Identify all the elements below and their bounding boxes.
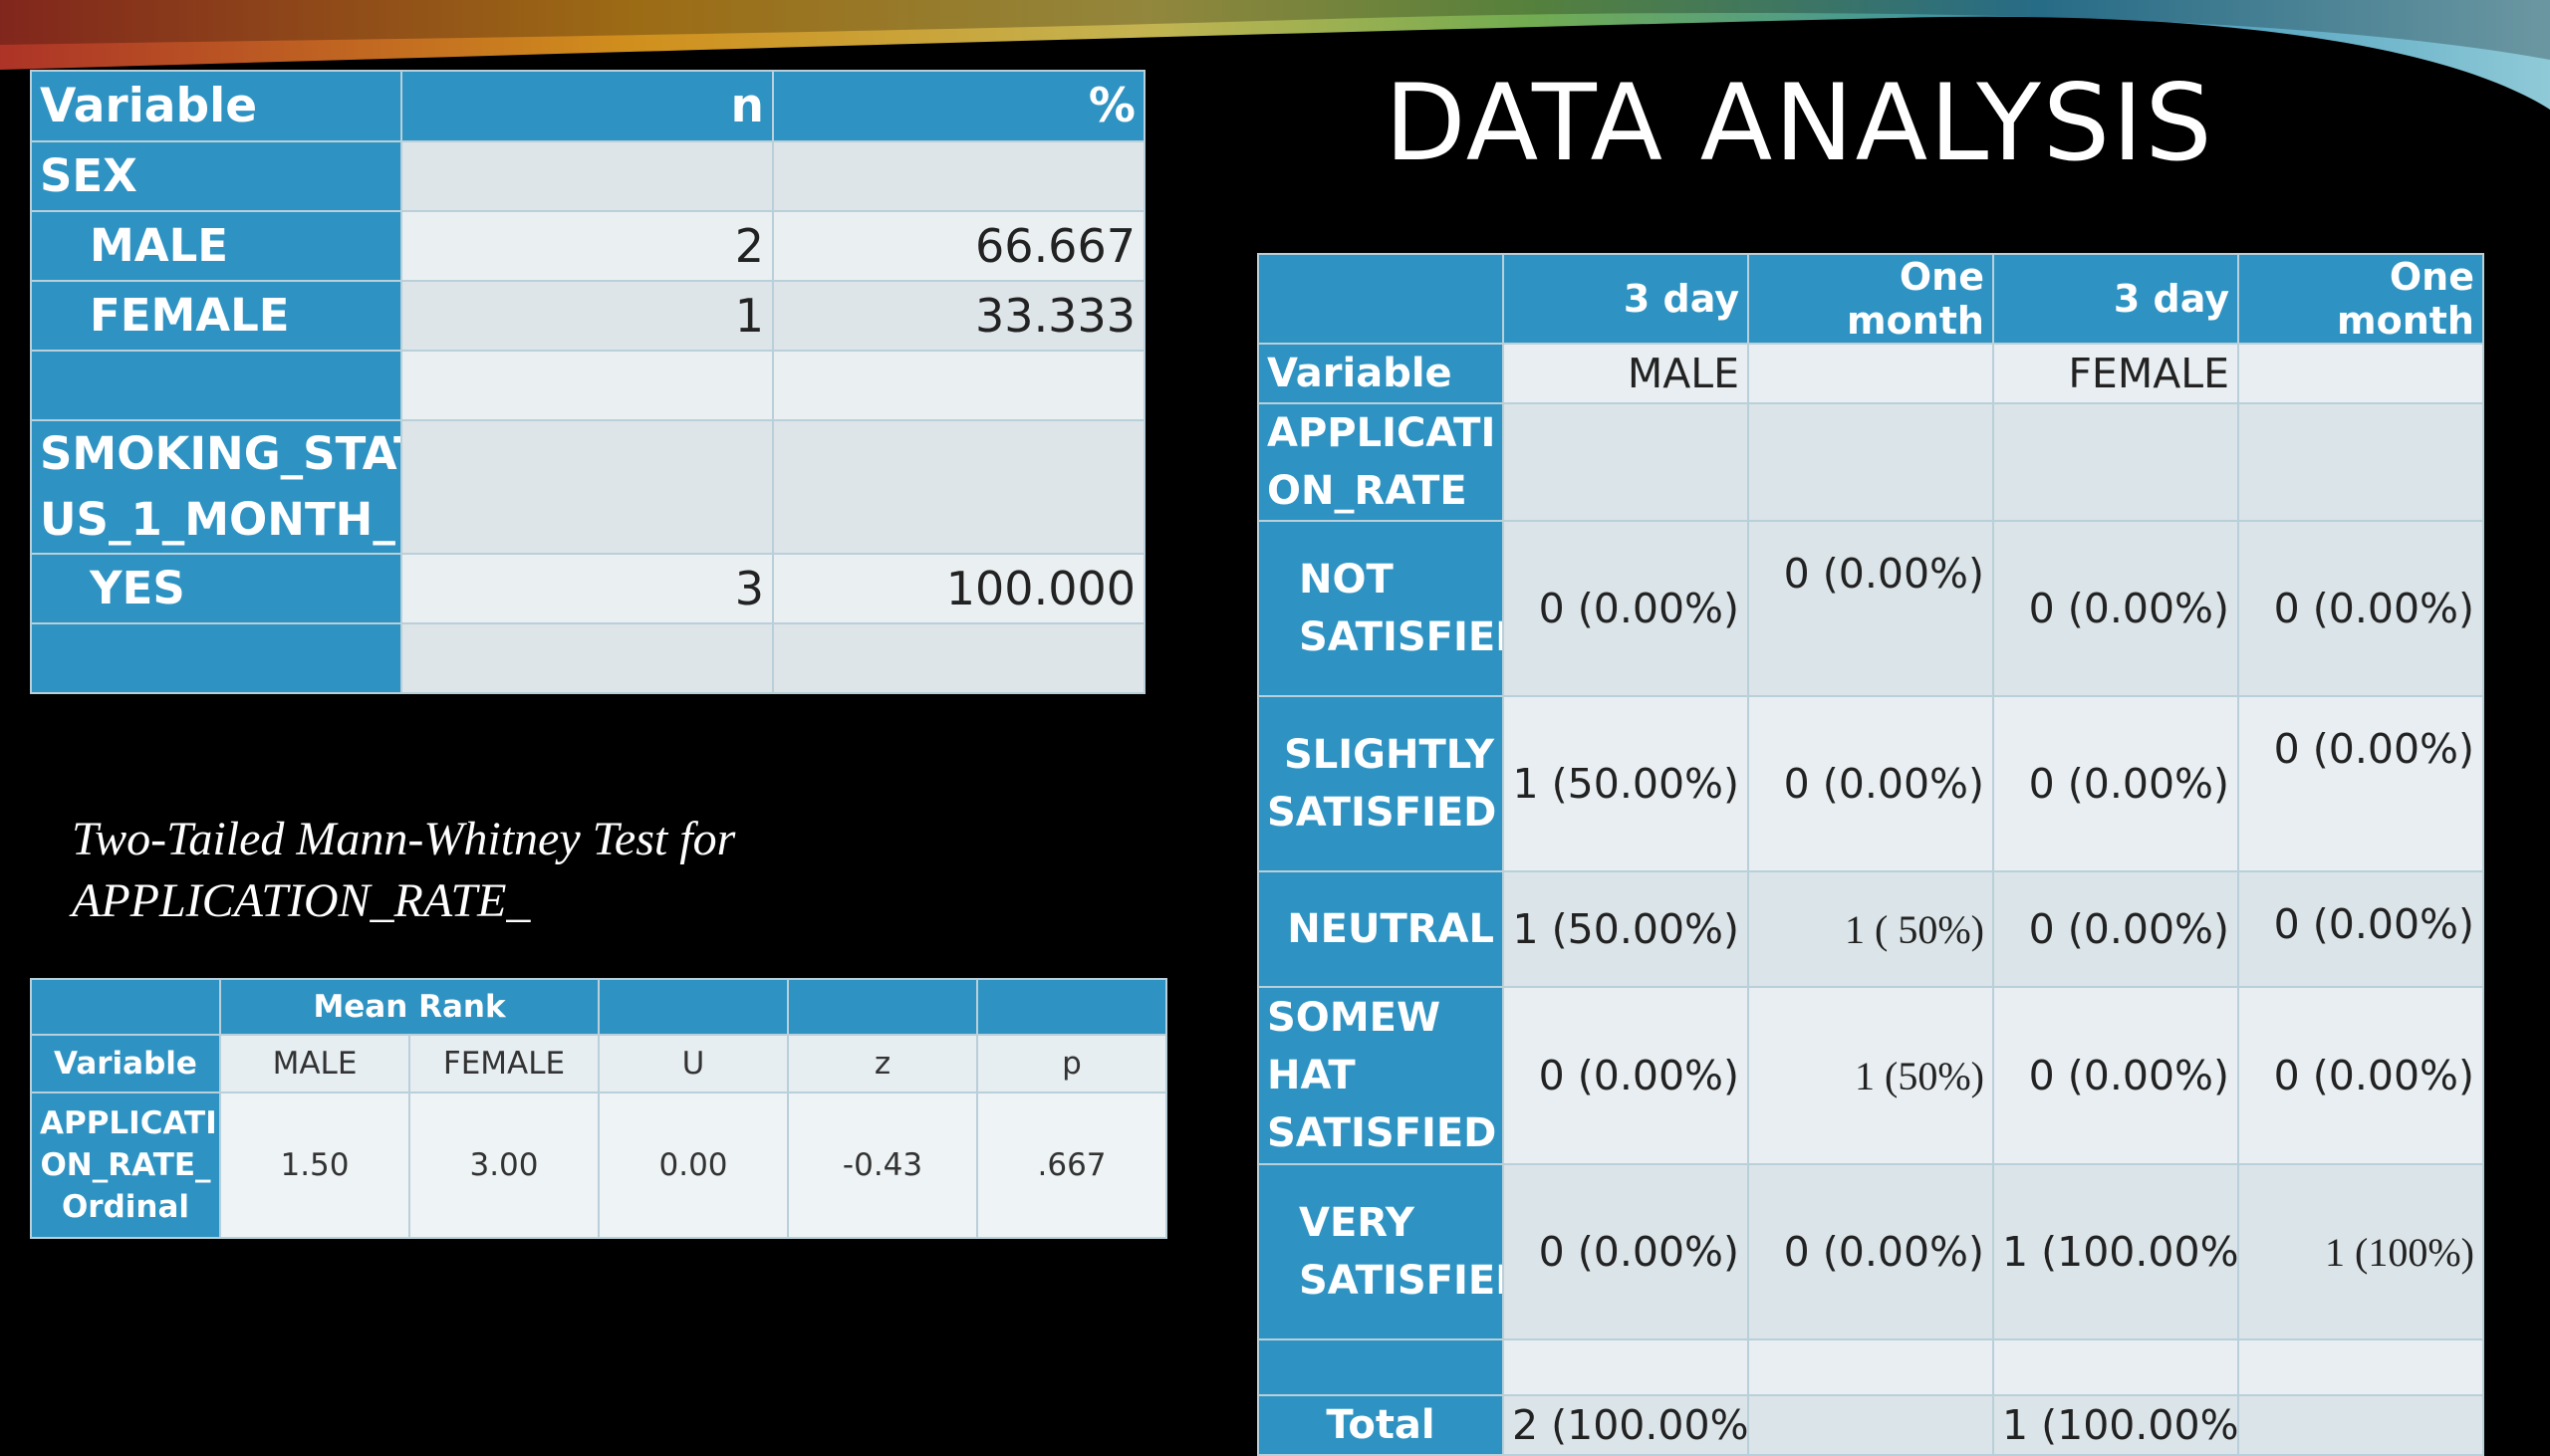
n-cell: 2: [400, 210, 774, 282]
empty-cell: [1747, 343, 1994, 404]
empty-cell: [1502, 402, 1749, 522]
row-label: VERY SATISFIED: [1257, 1163, 1504, 1340]
row-label: [30, 350, 402, 421]
empty-header: [787, 978, 979, 1036]
header-one-month: One month: [2237, 253, 2484, 345]
male-1month-cell: 0 (0.00%): [1747, 695, 1994, 872]
female-1month-cell: 0 (0.00%): [2237, 986, 2484, 1165]
n-cell: [400, 140, 774, 212]
female-1month-cell: 1 (100%): [2237, 1163, 2484, 1340]
u-cell: 0.00: [598, 1092, 790, 1239]
header-n: n: [400, 70, 774, 142]
row-label: SOMEW HAT SATISFIED: [1257, 986, 1504, 1165]
empty-header: [976, 978, 1168, 1036]
female-rank-cell: 3.00: [407, 1092, 601, 1239]
female-1month-cell: 0 (0.00%): [2237, 695, 2484, 872]
header-3-day: 3 day: [1992, 253, 2239, 345]
empty-cell: [1747, 1338, 1994, 1396]
row-label: SMOKING_STAT US_1_MONTH_: [30, 419, 402, 555]
percent-cell: [772, 140, 1146, 212]
subtitle-line: Two-Tailed Mann-Whitney Test for: [72, 813, 736, 865]
empty-cell: [2237, 1394, 2484, 1456]
male-3day-cell: 0 (0.00%): [1502, 1163, 1749, 1340]
header-variable: Variable: [1257, 343, 1504, 404]
header-male: MALE: [219, 1034, 410, 1093]
header-u: U: [598, 1034, 790, 1093]
test-subtitle: Two-Tailed Mann-Whitney Test for APPLICA…: [72, 809, 1068, 932]
total-female: 1 (100.00%): [1992, 1394, 2239, 1456]
row-label: APPLICATI ON_RATE_ Ordinal: [30, 1092, 221, 1239]
male-3day-cell: 0 (0.00%): [1502, 986, 1749, 1165]
row-label: YES: [30, 553, 402, 624]
group-female: FEMALE: [1992, 343, 2239, 404]
percent-cell: [772, 350, 1146, 421]
empty-header: [30, 978, 221, 1036]
male-3day-cell: 1 (50.00%): [1502, 695, 1749, 872]
n-cell: [400, 622, 774, 694]
row-label: MALE: [30, 210, 402, 282]
female-3day-cell: 0 (0.00%): [1992, 695, 2239, 872]
application-rate-table: 3 day One month 3 day One month Variable…: [1257, 253, 2484, 1456]
subtitle-line: APPLICATION_RATE_: [72, 874, 531, 927]
percent-cell: 33.333: [772, 280, 1146, 352]
female-3day-cell: 0 (0.00%): [1992, 986, 2239, 1165]
female-1month-cell: 0 (0.00%): [2237, 520, 2484, 697]
male-3day-cell: 0 (0.00%): [1502, 520, 1749, 697]
male-1month-cell: 0 (0.00%): [1747, 1163, 1994, 1340]
mann-whitney-table: Mean Rank Variable MALE FEMALE U z p APP…: [30, 978, 1168, 1239]
male-1month-cell: 1 (50%): [1747, 986, 1994, 1165]
male-1month-cell: 0 (0.00%): [1747, 520, 1994, 697]
female-3day-cell: 0 (0.00%): [1992, 870, 2239, 988]
n-cell: [400, 350, 774, 421]
group-male: MALE: [1502, 343, 1749, 404]
male-3day-cell: 1 (50.00%): [1502, 870, 1749, 988]
header-variable: Variable: [30, 1034, 221, 1093]
percent-cell: 100.000: [772, 553, 1146, 624]
n-cell: 1: [400, 280, 774, 352]
row-label: NEUTRAL: [1257, 870, 1504, 988]
percent-cell: 66.667: [772, 210, 1146, 282]
total-male: 2 (100.00%): [1502, 1394, 1749, 1456]
row-label: FEMALE: [30, 280, 402, 352]
male-rank-cell: 1.50: [219, 1092, 410, 1239]
percent-cell: [772, 622, 1146, 694]
row-label: [1257, 1338, 1504, 1396]
empty-cell: [1992, 402, 2239, 522]
row-label: SLIGHTLY SATISFIED: [1257, 695, 1504, 872]
empty-cell: [1747, 1394, 1994, 1456]
n-cell: 3: [400, 553, 774, 624]
n-cell: [400, 419, 774, 555]
section-label: APPLICATI ON_RATE: [1257, 402, 1504, 522]
mean-rank-header: Mean Rank: [218, 978, 601, 1036]
row-label: NOT SATISFIED: [1257, 520, 1504, 697]
z-cell: -0.43: [787, 1092, 979, 1239]
demographics-table: Variable n % SEX MALE 2 66.667 FEMALE 1 …: [30, 70, 1146, 694]
empty-cell: [2237, 1338, 2484, 1396]
header-one-month: One month: [1747, 253, 1994, 345]
female-3day-cell: 1 (100.00%): [1992, 1163, 2239, 1340]
row-label: SEX: [30, 140, 402, 212]
empty-header: [1257, 253, 1504, 345]
empty-cell: [2237, 402, 2484, 522]
slide-title: DATA ANALYSIS: [1385, 62, 2214, 184]
header-variable: Variable: [30, 70, 402, 142]
male-1month-cell: 1 ( 50%): [1747, 870, 1994, 988]
header-p: p: [976, 1034, 1168, 1093]
row-label: [30, 622, 402, 694]
empty-cell: [1502, 1338, 1749, 1396]
female-1month-cell: 0 (0.00%): [2237, 870, 2484, 988]
total-label: Total: [1257, 1394, 1504, 1456]
header-z: z: [787, 1034, 979, 1093]
empty-cell: [1747, 402, 1994, 522]
percent-cell: [772, 419, 1146, 555]
header-3-day: 3 day: [1502, 253, 1749, 345]
header-female: FEMALE: [407, 1034, 601, 1093]
header-percent: %: [772, 70, 1146, 142]
decorative-swoosh: [0, 0, 2550, 110]
empty-cell: [1992, 1338, 2239, 1396]
empty-cell: [2237, 343, 2484, 404]
female-3day-cell: 0 (0.00%): [1992, 520, 2239, 697]
p-cell: .667: [976, 1092, 1168, 1239]
empty-header: [598, 978, 790, 1036]
